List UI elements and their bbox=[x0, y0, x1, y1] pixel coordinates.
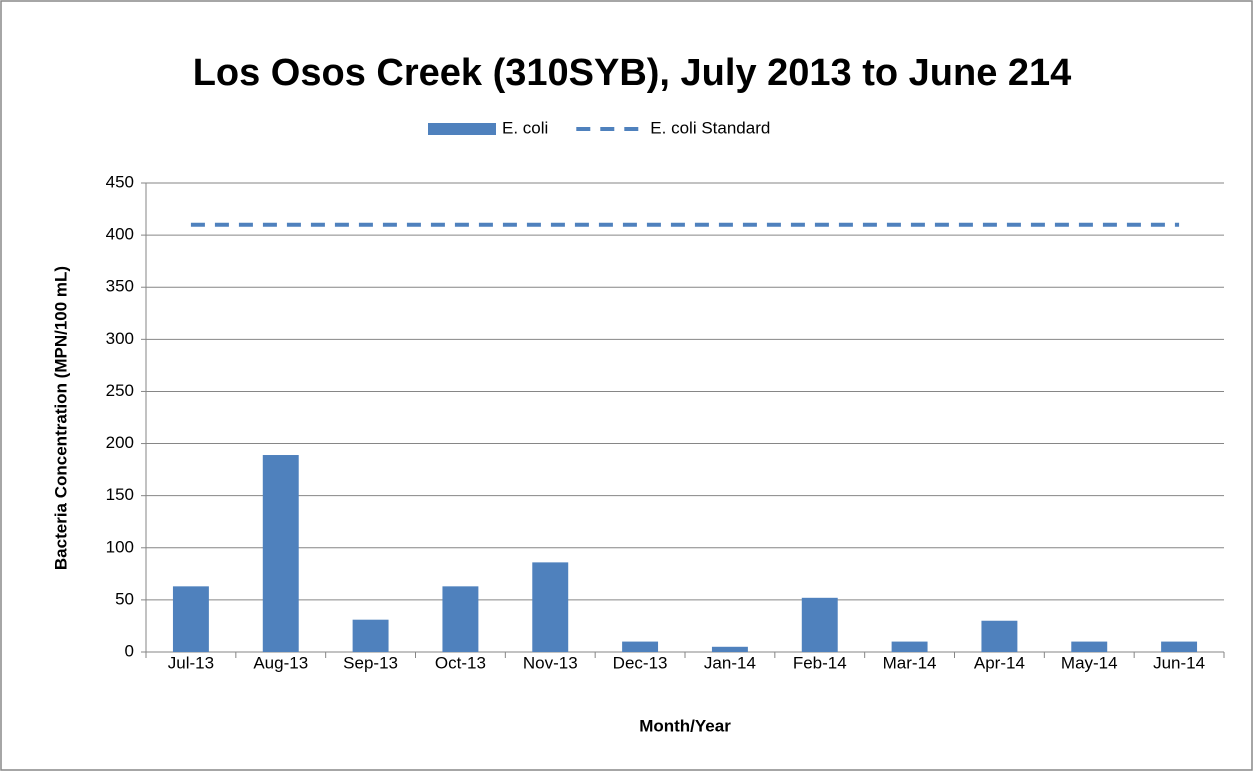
bar bbox=[1071, 641, 1108, 652]
x-tick-label: Jun-14 bbox=[1153, 653, 1205, 672]
bar bbox=[1161, 641, 1198, 652]
x-tick-label: Jan-14 bbox=[704, 653, 756, 672]
y-tick-label: 50 bbox=[115, 589, 134, 608]
y-tick-label: 350 bbox=[106, 277, 134, 296]
x-tick-label: May-14 bbox=[1061, 653, 1118, 672]
y-tick-label: 300 bbox=[106, 329, 134, 348]
x-axis-title: Month/Year bbox=[639, 716, 731, 735]
y-tick-label: 200 bbox=[106, 433, 134, 452]
legend-label: E. coli bbox=[502, 118, 548, 137]
y-tick-label: 450 bbox=[106, 172, 134, 191]
y-tick-label: 150 bbox=[106, 485, 134, 504]
y-tick-label: 0 bbox=[125, 641, 134, 660]
bar bbox=[442, 586, 479, 652]
y-tick-label: 400 bbox=[106, 225, 134, 244]
x-tick-label: Mar-14 bbox=[883, 653, 937, 672]
bar bbox=[172, 586, 209, 652]
bar bbox=[981, 620, 1018, 652]
x-tick-label: Sep-13 bbox=[343, 653, 398, 672]
chart-title: Los Osos Creek (310SYB), July 2013 to Ju… bbox=[193, 52, 1072, 94]
legend-swatch bbox=[428, 123, 496, 135]
bar bbox=[532, 562, 569, 652]
legend-label: E. coli Standard bbox=[650, 118, 770, 137]
x-tick-label: Nov-13 bbox=[523, 653, 578, 672]
x-tick-label: Oct-13 bbox=[435, 653, 486, 672]
y-tick-label: 250 bbox=[106, 381, 134, 400]
bar bbox=[891, 641, 928, 652]
bar bbox=[711, 646, 748, 652]
x-tick-label: Aug-13 bbox=[253, 653, 308, 672]
bar bbox=[622, 641, 659, 652]
y-tick-label: 100 bbox=[106, 537, 134, 556]
x-tick-label: Apr-14 bbox=[974, 653, 1025, 672]
x-tick-label: Jul-13 bbox=[168, 653, 214, 672]
x-tick-label: Dec-13 bbox=[613, 653, 668, 672]
x-tick-label: Feb-14 bbox=[793, 653, 847, 672]
bar bbox=[352, 619, 389, 652]
bar bbox=[262, 455, 299, 652]
bar bbox=[801, 597, 838, 652]
y-axis-title: Bacteria Concentration (MPN/100 mL) bbox=[51, 266, 70, 570]
